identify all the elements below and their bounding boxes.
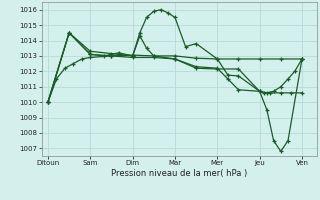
X-axis label: Pression niveau de la mer( hPa ): Pression niveau de la mer( hPa ) [111,169,247,178]
